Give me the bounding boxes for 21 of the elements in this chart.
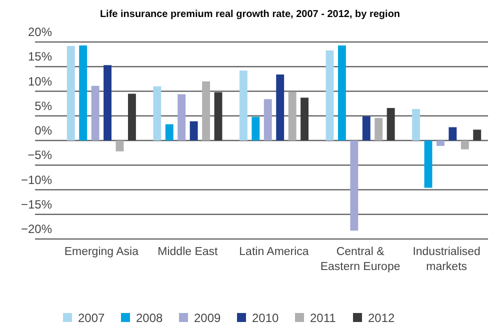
y-tick-label: 10% [28, 74, 52, 88]
x-tick-label: Industrialised markets [412, 246, 480, 273]
chart-title: Life insurance premium real growth rate, 2007 - 2012, by region [100, 9, 400, 20]
x-tick-label: Latin America [239, 246, 310, 258]
y-tick-label: −20% [20, 222, 52, 236]
y-tick-label: −5% [28, 148, 52, 162]
legend-label: 2012 [368, 311, 396, 325]
y-tick-label: −15% [20, 197, 52, 212]
y-tick-label: 15% [28, 50, 52, 64]
legend-label: 2008 [136, 311, 164, 325]
y-tick-label: 5% [34, 98, 52, 113]
x-tick-label: Central & Eastern Europe [320, 246, 400, 273]
y-tick-label: 0% [34, 124, 52, 138]
y-tick-label: 20% [28, 25, 52, 39]
legend-label: 2011 [310, 311, 336, 325]
legend-label: 2010 [252, 311, 280, 325]
x-tick-label: Middle East [158, 246, 219, 258]
legend-label: 2009 [194, 311, 222, 325]
y-tick-label: −10% [20, 172, 52, 187]
x-tick-label: Emerging Asia [64, 246, 140, 258]
legend-label: 2007 [78, 311, 106, 325]
